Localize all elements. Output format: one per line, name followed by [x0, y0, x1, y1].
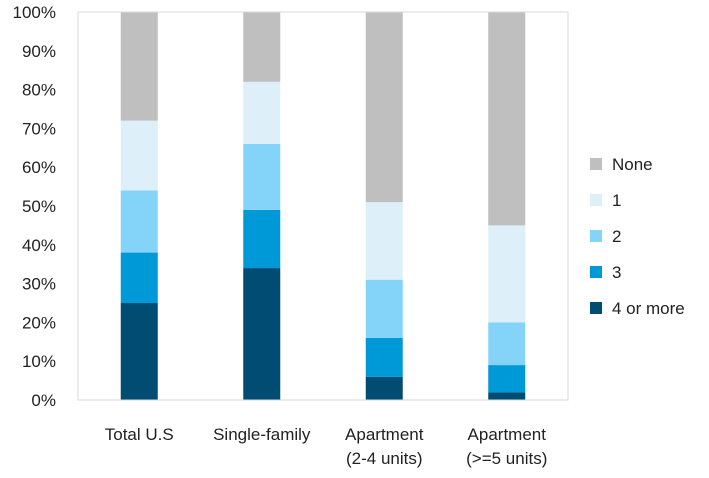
- bar-segment: [365, 12, 403, 203]
- bars: [120, 12, 526, 400]
- x-tick-label: Single-family: [213, 425, 311, 444]
- legend-swatch: [590, 266, 602, 278]
- y-tick-label: 20%: [22, 313, 56, 332]
- bar-segment: [243, 12, 281, 82]
- bar-segment: [120, 303, 158, 400]
- y-tick-label: 80%: [22, 81, 56, 100]
- bar-segment: [243, 268, 281, 400]
- bar-segment: [488, 12, 526, 226]
- legend-label: 1: [612, 191, 621, 210]
- legend-label: 4 or more: [612, 299, 685, 318]
- x-tick-label: Apartment (>=5 units): [466, 425, 547, 468]
- legend-label: None: [612, 155, 653, 174]
- legend-swatch: [590, 302, 602, 314]
- bar-segment: [120, 120, 158, 191]
- x-tick-label: Total U.S: [105, 425, 174, 444]
- y-tick-label: 70%: [22, 119, 56, 138]
- y-axis: 0% 10% 20% 30% 40% 50% 60% 70% 80% 90% 100%: [13, 3, 56, 410]
- plot-area-border: [77, 11, 569, 401]
- bar-segment: [488, 322, 526, 366]
- bar-segment: [243, 143, 281, 210]
- legend-swatch: [590, 158, 602, 170]
- y-tick-label: 60%: [22, 158, 56, 177]
- legend-swatch: [590, 230, 602, 242]
- y-tick-label: 50%: [22, 197, 56, 216]
- bar-segment: [365, 337, 403, 377]
- x-tick-label: Apartment (2-4 units): [345, 425, 424, 468]
- bar-segment: [365, 376, 403, 400]
- y-tick-label: 10%: [22, 352, 56, 371]
- bar-segment: [365, 202, 403, 280]
- y-tick-label: 0%: [31, 391, 56, 410]
- x-axis: Total U.S Single-family Apartment (2-4 unit…: [105, 425, 548, 468]
- legend-swatch: [590, 194, 602, 206]
- bar-segment: [488, 392, 526, 400]
- bar-segment: [120, 252, 158, 303]
- bar-segment: [120, 12, 158, 121]
- bar-segment: [488, 225, 526, 323]
- legend-label: 3: [612, 263, 621, 282]
- y-tick-label: 90%: [22, 42, 56, 61]
- bar-segment: [120, 190, 158, 253]
- legend-label: 2: [612, 227, 621, 246]
- legend: None 1 2 3 4 or more: [590, 155, 685, 318]
- bar-segment: [488, 365, 526, 393]
- bar-segment: [243, 81, 281, 144]
- bar-segment: [243, 209, 281, 269]
- y-tick-label: 30%: [22, 275, 56, 294]
- bar-segment: [365, 279, 403, 338]
- y-tick-label: 40%: [22, 236, 56, 255]
- y-tick-label: 100%: [13, 3, 56, 22]
